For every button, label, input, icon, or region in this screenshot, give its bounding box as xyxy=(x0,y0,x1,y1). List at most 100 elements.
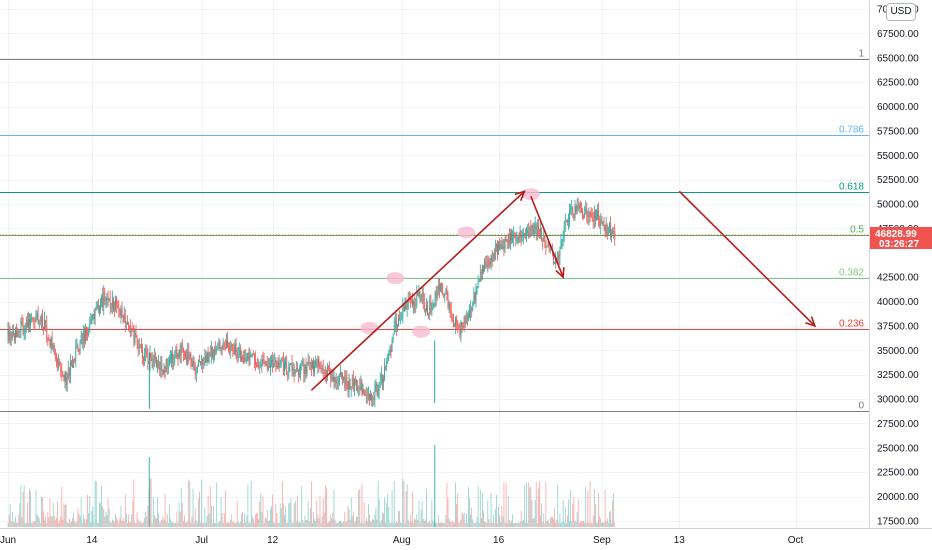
candle-body xyxy=(142,350,143,358)
volume-bar xyxy=(610,511,611,527)
candle-body xyxy=(100,303,101,310)
candle-body xyxy=(215,349,217,351)
candle-body xyxy=(129,325,130,327)
candle-body xyxy=(292,368,294,371)
candlesticks[interactable] xyxy=(7,197,616,409)
candle-body xyxy=(351,377,353,387)
volume-bar xyxy=(159,522,161,527)
candle-body xyxy=(309,362,311,365)
candle-body xyxy=(531,225,533,229)
volume-bar xyxy=(344,511,346,527)
candle-body xyxy=(19,331,21,333)
candle-body xyxy=(516,240,518,241)
volume-bar xyxy=(498,506,499,527)
time-axis[interactable]: Jun 14 Jul 12 Aug 16 Sep 13 Oct xyxy=(0,535,804,546)
volume-bar xyxy=(238,522,240,527)
volume-bar xyxy=(160,521,162,527)
volume-bar xyxy=(319,496,321,527)
candle-body xyxy=(246,353,248,362)
candle-body xyxy=(513,233,515,238)
volume-bar xyxy=(67,522,69,527)
volume-bar xyxy=(85,522,86,527)
candle-body xyxy=(391,340,393,352)
price-tick-label: 25000.00 xyxy=(877,443,919,454)
volume-bar xyxy=(365,517,367,527)
volume-bar xyxy=(75,522,77,527)
volume-bar xyxy=(227,521,228,527)
candle-body xyxy=(515,237,517,241)
volume-bar xyxy=(166,513,168,527)
time-tick-label: Sep xyxy=(593,535,611,546)
candle-body xyxy=(255,359,256,365)
candle-body xyxy=(279,363,281,368)
volume-bar xyxy=(535,482,537,527)
currency-badge[interactable]: USD xyxy=(886,3,916,21)
volume-bar xyxy=(461,512,463,527)
candle-body xyxy=(72,364,73,368)
candle-body xyxy=(329,366,331,374)
fibonacci-retracement[interactable]: 1 0.786 0.618 0.5 0.382 0.236 0 xyxy=(0,49,869,412)
candle-body xyxy=(500,244,502,250)
volume-bar xyxy=(21,517,23,527)
volume-bar xyxy=(157,497,158,527)
candle-body xyxy=(370,394,371,401)
candle-body xyxy=(25,319,27,330)
volume-bar xyxy=(429,520,431,527)
candle-body xyxy=(440,284,441,290)
candle-body xyxy=(218,341,220,349)
candle-body xyxy=(421,292,423,298)
volume-bar xyxy=(395,521,397,527)
candle-body xyxy=(165,358,167,372)
candle-body xyxy=(488,261,490,263)
candle-body xyxy=(33,320,35,322)
candle-body xyxy=(453,318,454,327)
candle-body xyxy=(487,261,489,267)
candle-body xyxy=(244,357,246,362)
candle-body xyxy=(520,230,522,239)
candle-body xyxy=(530,228,532,230)
volume-bar xyxy=(53,515,55,527)
volume-bar xyxy=(204,507,206,527)
candle-body xyxy=(20,321,22,332)
candle-body xyxy=(507,235,509,243)
volume-bar xyxy=(39,522,41,527)
candle-body xyxy=(44,320,45,329)
volume-bar xyxy=(79,516,81,527)
candle-body xyxy=(203,364,205,365)
candle-body xyxy=(358,386,360,388)
candle-body xyxy=(232,349,234,351)
price-axis[interactable]: 70000.0067500.0065000.0062500.0060000.00… xyxy=(877,5,919,528)
volume-bar xyxy=(170,518,171,527)
candle-body xyxy=(328,366,329,368)
volume-bar xyxy=(150,478,152,527)
candle-body xyxy=(130,326,132,330)
trend-arrows[interactable] xyxy=(310,190,817,391)
candle-body xyxy=(57,362,58,364)
volume-bar xyxy=(181,502,183,527)
volume-bar xyxy=(257,512,258,527)
volume-bar xyxy=(269,520,270,527)
volume-bar xyxy=(223,513,225,527)
candle-body xyxy=(115,298,116,309)
candle-body xyxy=(385,366,386,368)
volume-bar xyxy=(575,522,577,527)
volume-bar xyxy=(103,508,105,527)
volume-bar xyxy=(135,522,137,527)
candle-body xyxy=(464,316,466,324)
candle-body xyxy=(389,349,391,355)
volume-bar xyxy=(313,512,314,527)
candle-body xyxy=(587,216,589,218)
candle-body xyxy=(436,290,438,299)
candle-body xyxy=(124,314,126,324)
candle-body xyxy=(97,304,99,312)
candle-body xyxy=(14,336,15,339)
candle-body xyxy=(220,347,222,349)
volume-bar xyxy=(138,522,140,527)
candle-body xyxy=(179,349,181,356)
volume-bar xyxy=(164,493,166,527)
volume-bar xyxy=(471,507,473,527)
volume-bar xyxy=(448,518,450,527)
candle-body xyxy=(360,381,362,391)
